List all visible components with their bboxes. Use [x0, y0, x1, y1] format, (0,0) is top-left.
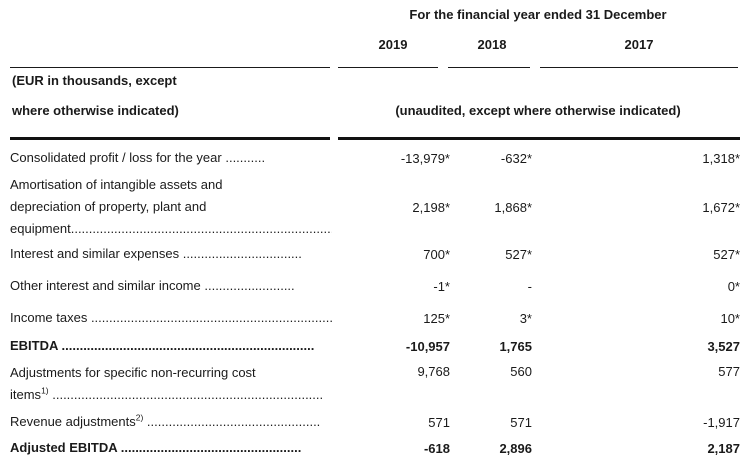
value-2017: 0* — [727, 278, 740, 294]
dot-leader: ......................... — [200, 278, 295, 293]
value-2019: 2,198* — [412, 199, 450, 215]
value-2019: -618 — [423, 440, 450, 456]
value-2019: 571 — [428, 414, 450, 430]
row-amortisation-depreciation: Amortisation of intangible assets and de… — [10, 174, 740, 240]
row-consolidated-profit-loss: Consolidated profit / loss for the year … — [10, 148, 740, 168]
value-2018: 527* — [505, 246, 532, 262]
row-other-interest-income: Other interest and similar income ......… — [10, 276, 740, 296]
header-divider-right — [338, 137, 740, 140]
value-2018: 560 — [510, 364, 532, 379]
row-non-recurring-adjustments: Adjustments for specific non-recurring c… — [10, 362, 740, 406]
value-2017: 577 — [718, 364, 740, 379]
value-2019: -13,979* — [400, 150, 450, 166]
dot-leader: ................................. — [179, 246, 302, 261]
row-label: Adjusted EBITDA ........................… — [10, 440, 302, 455]
year-header-2018: 2018 — [477, 37, 507, 52]
row-label: Interest and similar expenses ..........… — [10, 246, 302, 261]
row-interest-expenses: Interest and similar expenses ..........… — [10, 244, 740, 264]
value-2017: 527* — [713, 246, 740, 262]
dot-leader: ........................................… — [70, 221, 332, 236]
row-label: Amortisation of intangible assets and de… — [10, 174, 332, 240]
header-divider-left — [10, 137, 330, 140]
row-label: Other interest and similar income ......… — [10, 278, 295, 293]
dot-leader: ........................................… — [57, 338, 315, 353]
row-revenue-adjustments: Revenue adjustments2) ..................… — [10, 412, 740, 432]
value-2017: 3,527 — [707, 338, 740, 354]
footnote-marker-1: 1) — [41, 385, 49, 396]
table-body: Consolidated profit / loss for the year … — [10, 141, 740, 458]
row-label: Revenue adjustments2) ..................… — [10, 412, 321, 429]
row-label: Consolidated profit / loss for the year … — [10, 150, 266, 165]
dot-leader: ........................................… — [143, 414, 321, 429]
value-2017: -1,917 — [703, 414, 740, 430]
value-2018: 1,765 — [499, 338, 532, 354]
footnote-marker-2: 2) — [135, 412, 144, 423]
value-2019: 125* — [423, 310, 450, 326]
eur-note-line1: (EUR in thousands, except — [12, 73, 177, 88]
value-2018: -632* — [500, 150, 532, 166]
value-2018: 1,868* — [494, 199, 532, 215]
dot-leader: ........................................… — [48, 387, 324, 402]
year-2019-underline — [338, 67, 438, 68]
value-2018: - — [527, 278, 532, 294]
year-2017-underline — [540, 67, 738, 68]
dot-leader: ........... — [221, 150, 266, 165]
year-2018-underline — [448, 67, 530, 68]
row-label: Income taxes ...........................… — [10, 307, 332, 329]
dot-leader: ........................................… — [117, 440, 302, 455]
row-adjusted-ebitda: Adjusted EBITDA ........................… — [10, 438, 740, 458]
value-2017: 10* — [720, 310, 740, 326]
value-2019: -10,957 — [405, 338, 450, 354]
value-2018: 571 — [510, 414, 532, 430]
period-title: For the financial year ended 31 December — [409, 7, 667, 22]
value-2019: 9,768 — [417, 364, 450, 379]
unaudited-note: (unaudited, except where otherwise indic… — [395, 103, 681, 118]
value-2019: -1* — [433, 278, 450, 294]
row-label: EBITDA .................................… — [10, 338, 315, 353]
value-2018: 3* — [519, 310, 532, 326]
year-header-2017: 2017 — [624, 37, 654, 52]
value-2017: 1,318* — [702, 150, 740, 166]
year-header-2019: 2019 — [378, 37, 408, 52]
label-column-rule — [10, 67, 330, 68]
value-2018: 2,896 — [499, 440, 532, 456]
value-2017: 1,672* — [702, 199, 740, 215]
value-2017: 2,187 — [707, 440, 740, 456]
row-income-taxes: Income taxes ...........................… — [10, 308, 740, 328]
value-2019: 700* — [423, 246, 450, 262]
eur-note-line2: where otherwise indicated) — [12, 103, 179, 118]
dot-leader: ........................................… — [87, 310, 332, 325]
row-ebitda: EBITDA .................................… — [10, 336, 740, 356]
row-label: Adjustments for specific non-recurring c… — [10, 365, 324, 402]
